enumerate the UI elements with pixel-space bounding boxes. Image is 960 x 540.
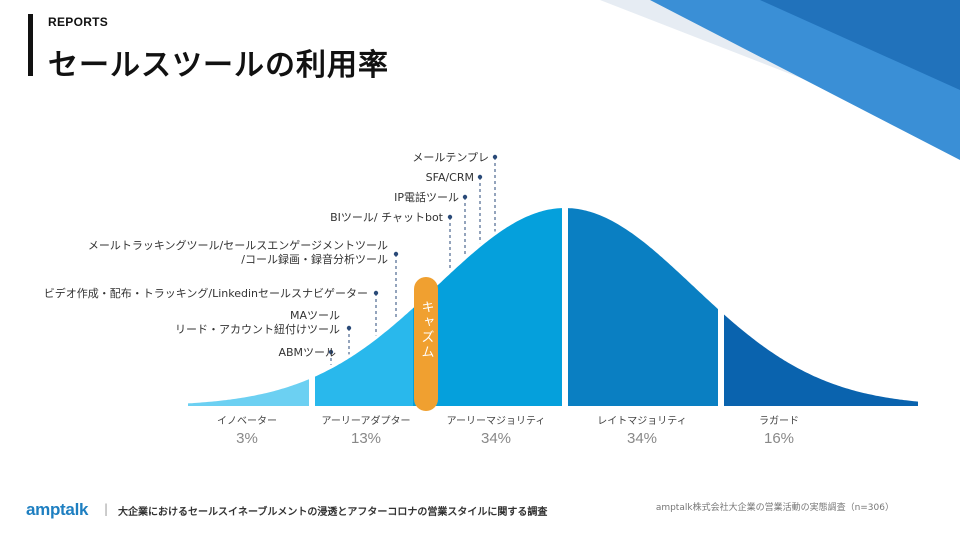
marker-video-dot <box>373 290 379 296</box>
tool-label-bi-chatbot: BIツール/ チャットbot <box>330 211 443 224</box>
segment-label-early-majority: アーリーマジョリティ <box>446 416 546 427</box>
curve-segment-late-majority <box>568 208 718 406</box>
curve-segment-early-adopter <box>315 308 413 406</box>
marker-email-template-dot <box>492 154 498 160</box>
tool-label-ma: MAツール <box>289 309 340 322</box>
segment-percent-early-majority: 34% <box>480 430 512 447</box>
chasm-marker <box>414 277 438 411</box>
segment-label-early-adopter: アーリーアダプター <box>321 416 411 427</box>
segment-percent-laggard: 16% <box>763 430 795 447</box>
tool-label-abm: ABMツール <box>278 346 336 359</box>
tool-label-call-recording: /コール録画・録音分析ツール <box>241 253 388 266</box>
segment-label-laggard: ラガード <box>759 416 799 427</box>
amptalk-logo: amptalk <box>26 500 89 519</box>
tool-label-ip-phone: IP電話ツール <box>394 191 459 204</box>
chasm-label: キャズム <box>418 300 434 360</box>
page-title: セールスツールの利用率 <box>48 48 389 83</box>
section-label: REPORTS <box>48 15 109 29</box>
title-accent-bar <box>28 14 33 76</box>
segment-label-innovator: イノベーター <box>217 416 277 427</box>
marker-bi-chatbot-dot <box>447 214 453 220</box>
marker-sfa-crm-dot <box>477 174 483 180</box>
survey-title: 大企業におけるセールスイネーブルメントの浸透とアフターコロナの営業スタイルに関す… <box>118 507 548 518</box>
marker-abm-dot <box>328 349 334 355</box>
tool-label-sfa-crm: SFA/CRM <box>425 171 474 184</box>
footer-divider: | <box>104 502 109 516</box>
curve-segment-innovator <box>188 379 309 406</box>
segment-percent-innovator: 3% <box>236 430 258 447</box>
tool-label-lead-account: リード・アカウント紐付けツール <box>175 323 340 336</box>
segment-percent-early-adopter: 13% <box>350 430 382 447</box>
curve-segment-laggard <box>724 314 918 406</box>
marker-ip-phone-dot <box>462 194 468 200</box>
tool-label-video: ビデオ作成・配布・トラッキング/Linkedinセールスナビゲーター <box>43 287 368 300</box>
segment-percent-late-majority: 34% <box>626 430 658 447</box>
segment-label-late-majority: レイトマジョリティ <box>597 416 687 427</box>
survey-source: amptalk株式会社大企業の営業活動の実態調査（n=306） <box>655 503 894 513</box>
marker-lead-account-dot <box>346 325 352 331</box>
curve-segment-early-majority <box>413 208 562 406</box>
tool-label-email-tracking: メールトラッキングツール/セールスエンゲージメントツール <box>87 239 388 252</box>
marker-email-tracking-dot <box>393 251 399 257</box>
tool-label-email-template: メールテンプレ <box>412 151 489 164</box>
